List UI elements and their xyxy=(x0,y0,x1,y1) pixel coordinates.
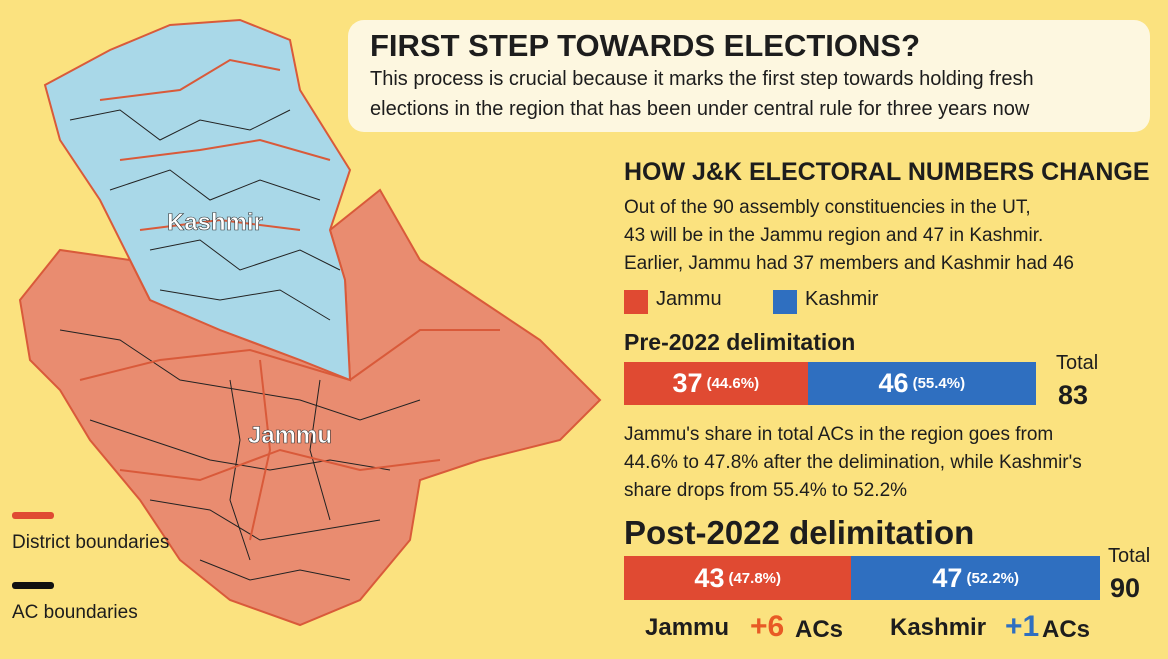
bar-segment: 37 (44.6%) xyxy=(624,362,808,405)
section-title: HOW J&K ELECTORAL NUMBERS CHANGE xyxy=(624,158,1150,186)
change-name: Kashmir xyxy=(890,614,987,641)
bar-share: (47.8%) xyxy=(728,569,781,587)
map: Kashmir Jammu District boundaries AC bou… xyxy=(12,18,602,627)
bar-share: (55.4%) xyxy=(912,375,966,392)
map-label: Jammu xyxy=(248,422,332,449)
change-delta: +1 xyxy=(1005,610,1040,643)
note-text: share drops from 55.4% to 52.2% xyxy=(624,480,908,501)
change-name: Jammu xyxy=(645,614,730,641)
legend-swatch xyxy=(773,290,797,314)
total-value: 90 xyxy=(1110,573,1141,603)
bar-segment: 43 (47.8%) xyxy=(624,556,852,600)
total-label: Total xyxy=(1108,545,1151,567)
header-text: elections in the region that has been un… xyxy=(370,98,1030,120)
bar-value: 43 xyxy=(694,562,725,593)
total-value: 83 xyxy=(1058,380,1089,410)
bar-title: Post-2022 delimitation xyxy=(624,514,975,551)
bar-segment: 46 (55.4%) xyxy=(807,362,1036,405)
title: FIRST STEP TOWARDS ELECTIONS? xyxy=(370,28,921,63)
section-text: Earlier, Jammu had 37 members and Kashmi… xyxy=(624,253,1074,274)
note-text: 44.6% to 47.8% after the delimination, w… xyxy=(624,452,1082,473)
bar-share: (44.6%) xyxy=(706,375,760,392)
bar-value: 47 xyxy=(932,562,963,593)
header-text: This process is crucial because it marks… xyxy=(370,68,1034,90)
bar-segment: 47 (52.2%) xyxy=(851,556,1100,600)
legend-label: Kashmir xyxy=(805,288,879,310)
legend-label: Jammu xyxy=(656,288,722,310)
bar-title: Pre-2022 delimitation xyxy=(624,329,856,355)
bar-share: (52.2%) xyxy=(966,569,1019,587)
stacked-bar: 43 (47.8%) 47 (52.2%) xyxy=(624,556,1100,600)
change-unit: ACs xyxy=(795,616,844,643)
total-label: Total xyxy=(1056,352,1099,374)
change-delta: +6 xyxy=(750,610,785,643)
map-legend-label: AC boundaries xyxy=(12,602,138,623)
map-legend-label: District boundaries xyxy=(12,532,169,553)
legend-swatch xyxy=(624,290,648,314)
note-text: Jammu's share in total ACs in the region… xyxy=(624,424,1054,445)
map-label: Kashmir xyxy=(167,209,263,236)
change-unit: ACs xyxy=(1042,616,1091,643)
bar-value: 46 xyxy=(878,368,909,398)
legend-swatch xyxy=(12,512,54,519)
section-text: 43 will be in the Jammu region and 47 in… xyxy=(624,225,1044,246)
section-text: Out of the 90 assembly constituencies in… xyxy=(624,197,1031,218)
bar-value: 37 xyxy=(672,368,703,398)
legend-swatch xyxy=(12,582,54,589)
ac-boundaries xyxy=(59,109,421,581)
kashmir-region xyxy=(43,18,352,382)
header-box xyxy=(348,20,1150,132)
stacked-bar: 37 (44.6%) 46 (55.4%) xyxy=(624,362,1036,405)
district-boundaries xyxy=(79,58,500,541)
